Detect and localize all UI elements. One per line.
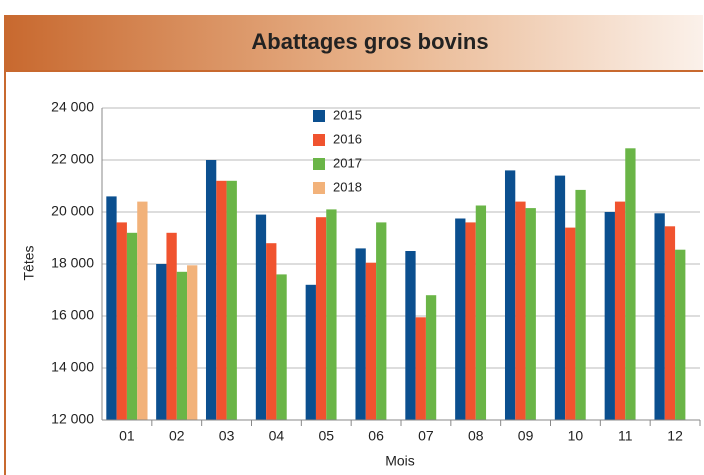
bar	[166, 232, 177, 420]
y-tick-label: 24 000	[51, 99, 94, 115]
bar	[315, 217, 327, 420]
x-tick-label: 01	[119, 428, 135, 444]
bar	[176, 271, 188, 420]
bar	[405, 251, 416, 420]
bar	[216, 180, 227, 420]
bar	[116, 222, 127, 420]
y-tick-label: 16 000	[51, 307, 94, 323]
bar	[504, 170, 516, 420]
bar	[126, 232, 138, 420]
bar	[156, 264, 167, 420]
bar	[326, 209, 337, 420]
bar	[255, 214, 267, 420]
legend-swatch	[313, 134, 325, 146]
bar	[106, 196, 117, 420]
bar	[465, 222, 476, 420]
chart-title: Abattages gros bovins	[251, 29, 488, 54]
legend-label: 2016	[333, 131, 362, 146]
bar	[137, 201, 148, 420]
bar	[575, 189, 586, 420]
x-tick-label: 10	[568, 428, 584, 444]
legend-swatch	[313, 110, 325, 122]
bar	[675, 249, 686, 420]
bar	[664, 226, 676, 420]
bar	[604, 212, 615, 420]
title-banner	[5, 15, 703, 71]
legend-swatch	[313, 158, 325, 170]
bar	[355, 248, 366, 420]
bar	[266, 243, 277, 420]
bar	[205, 160, 217, 420]
x-tick-label: 05	[318, 428, 334, 444]
bar	[515, 201, 526, 420]
y-tick-label: 12 000	[51, 411, 94, 427]
x-tick-label: 11	[618, 428, 633, 444]
x-tick-label: 06	[368, 428, 384, 444]
bar	[614, 201, 626, 420]
bar	[187, 265, 198, 420]
bar	[475, 205, 487, 420]
bar	[425, 295, 437, 420]
x-tick-label: 09	[518, 428, 534, 444]
bar	[565, 227, 576, 420]
x-tick-label: 07	[418, 428, 434, 444]
legend-label: 2017	[333, 155, 362, 170]
y-axis-label: Têtes	[21, 245, 37, 280]
legend-label: 2018	[333, 179, 362, 194]
bar	[226, 180, 237, 420]
legend-label: 2015	[333, 107, 362, 122]
y-tick-label: 14 000	[51, 359, 94, 375]
x-tick-label: 08	[468, 428, 484, 444]
legend-swatch	[313, 182, 325, 194]
x-tick-label: 04	[269, 428, 285, 444]
bar	[365, 262, 377, 420]
x-axis-label: Mois	[385, 453, 415, 469]
bar	[305, 284, 316, 420]
bar	[376, 222, 387, 420]
bar	[415, 317, 426, 420]
bar	[654, 213, 665, 420]
bar	[625, 148, 636, 421]
y-tick-label: 20 000	[51, 203, 94, 219]
x-tick-label: 03	[219, 428, 235, 444]
y-tick-label: 18 000	[51, 255, 94, 271]
bar	[455, 218, 466, 420]
bar	[554, 175, 566, 420]
x-tick-label: 02	[169, 428, 185, 444]
bar	[276, 274, 287, 420]
x-tick-label: 12	[667, 428, 683, 444]
bar	[525, 208, 536, 420]
y-tick-label: 22 000	[51, 151, 94, 167]
